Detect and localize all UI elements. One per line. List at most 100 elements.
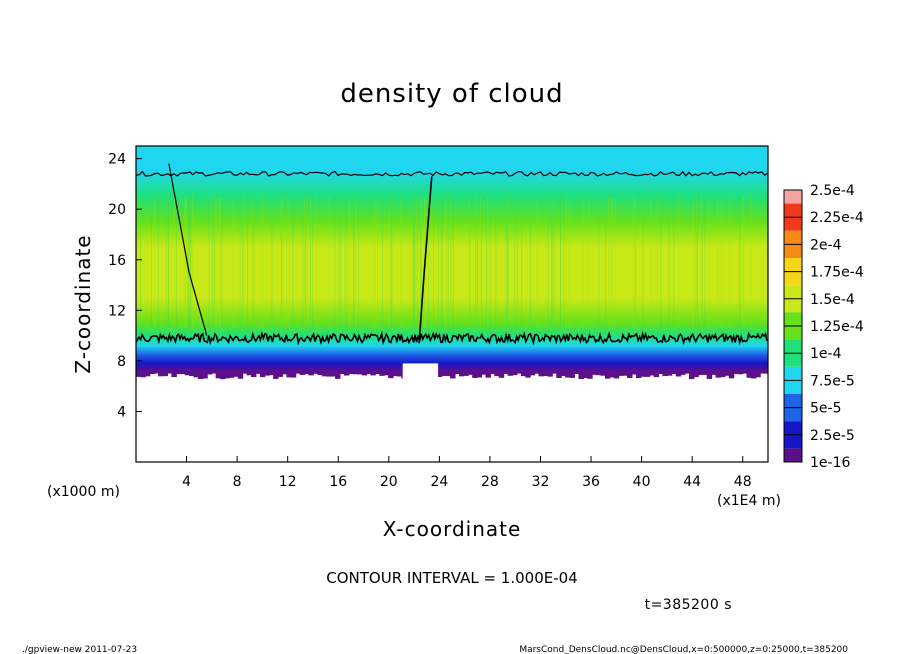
cloud-base-cell xyxy=(764,370,768,374)
cloud-base-cell xyxy=(206,370,213,375)
cloud-base-cell xyxy=(516,370,522,374)
cloud-base-cell xyxy=(281,370,288,375)
cloud-base-cell xyxy=(374,370,381,375)
x-tick-label: 48 xyxy=(734,474,752,490)
x-tick-label: 36 xyxy=(582,474,600,490)
x-tick-label: 40 xyxy=(633,474,651,490)
cloud-base-cell xyxy=(277,370,283,377)
cloud-base-cell xyxy=(507,370,514,376)
cloud-base-cell xyxy=(321,370,328,377)
cloud-base-cell xyxy=(392,370,399,377)
cloud-base-cell xyxy=(724,370,730,376)
cloud-base-cell xyxy=(255,370,261,374)
x-tick-label: 24 xyxy=(430,474,448,490)
cloud-base-cell xyxy=(609,370,615,378)
cloud-base-cell xyxy=(228,370,235,378)
cloud-base-cell xyxy=(290,370,297,378)
x-tick-label: 32 xyxy=(532,474,550,490)
cloud-base-cell xyxy=(622,370,629,376)
cloud-base-cell xyxy=(640,370,646,377)
cloud-base-cell xyxy=(728,370,735,379)
colorbar-label: 1.25e-4 xyxy=(810,319,864,335)
cloud-base-cell xyxy=(494,370,500,377)
colorbar-label: 2.5e-5 xyxy=(810,428,855,444)
cloud-base-cell xyxy=(202,370,208,379)
colorbar-cell xyxy=(784,285,802,299)
cloud-base-cell xyxy=(671,370,677,375)
colorbar-label: 2.5e-4 xyxy=(810,183,855,199)
colorbar-cell xyxy=(784,217,802,231)
colorbar-label: 1.75e-4 xyxy=(810,265,864,281)
cloud-base-cell xyxy=(171,370,177,378)
cloud-base-cell xyxy=(604,370,611,379)
cloud-base-cell xyxy=(627,370,633,379)
colorbar-cell xyxy=(784,339,802,354)
cloud-base-cell xyxy=(706,370,713,379)
x-unit-label: (x1E4 m) xyxy=(717,493,781,509)
cloud-base-cell xyxy=(379,370,385,376)
plot-frame xyxy=(135,145,769,463)
x-tick-label: 16 xyxy=(329,474,347,490)
cloud-base-cell xyxy=(273,370,279,379)
cloud-base-cell xyxy=(184,370,191,376)
y-tick-label: 8 xyxy=(117,354,126,370)
x-axis: 4 8 12 16 20 24 28 32 36 40 44 48 xyxy=(182,456,752,490)
cloud-base-cell xyxy=(525,370,531,378)
cloud-base-cell xyxy=(702,370,708,375)
cloud-base-cell xyxy=(361,370,368,376)
colorbar-cell xyxy=(784,434,802,449)
cloud-base-cell xyxy=(264,370,270,376)
cloud-base-cell xyxy=(520,370,527,377)
cloud-base-cell xyxy=(339,370,345,375)
colorbar-label: 1e-4 xyxy=(810,346,842,362)
cloud-base-cell xyxy=(569,370,575,378)
cloud-base-cell xyxy=(211,370,217,374)
colorbar-cell xyxy=(784,380,802,394)
contour-line-diagonal xyxy=(418,176,433,344)
cloud-base-cell xyxy=(662,370,668,377)
cloud-base-cell xyxy=(596,370,602,376)
colorbar-cell xyxy=(784,298,802,313)
cloud-base-cell xyxy=(560,370,567,376)
colorbar-label: 2e-4 xyxy=(810,237,842,253)
colorbar-cell xyxy=(784,448,802,462)
cloud-base-cell xyxy=(220,370,226,380)
cloud-base-cell xyxy=(388,370,394,379)
density-field xyxy=(136,146,768,371)
contour-line-lower xyxy=(136,330,768,346)
cloud-base-cell xyxy=(666,370,673,376)
colorbar-cell xyxy=(784,326,802,340)
x-tick-label: 4 xyxy=(182,474,191,490)
cloud-gap xyxy=(402,363,439,379)
cloud-base-cell xyxy=(158,370,164,377)
cloud-base-cell xyxy=(759,370,766,374)
cloud-base-cell xyxy=(582,370,589,379)
y-axis-label: Z-coordinate xyxy=(71,234,95,373)
colorbar-cell xyxy=(784,421,802,435)
footer-right: MarsCond_DensCloud.nc@DensCloud,x=0:5000… xyxy=(519,645,848,654)
cloud-base-cell xyxy=(397,370,403,377)
colorbar-cell xyxy=(784,230,802,245)
cloud-base-cell xyxy=(268,370,275,376)
cloud-base-cell xyxy=(352,370,359,375)
cloud-base-cell xyxy=(458,370,465,377)
x-axis-label: X-coordinate xyxy=(383,517,522,541)
cloud-base-cell xyxy=(326,370,332,377)
cloud-base-cell xyxy=(551,370,558,374)
cloud-base-cell xyxy=(366,370,372,375)
cloud-base-cell xyxy=(175,370,182,375)
cloud-base-cell xyxy=(299,370,306,375)
cloud-base-cell xyxy=(162,370,168,377)
time-label: t=385200 s xyxy=(645,597,732,613)
cloud-base-cell xyxy=(370,370,376,376)
y-axis: 4 8 12 16 20 24 xyxy=(108,152,142,420)
cloud-base-cell xyxy=(503,370,509,374)
cloud-base-cell xyxy=(578,370,584,380)
cloud-base-cell xyxy=(512,370,518,376)
cloud-base-cell xyxy=(733,370,739,375)
cloud-base-cell xyxy=(251,370,257,378)
cloud-base-cell xyxy=(476,370,483,378)
colorbar-cell xyxy=(784,394,802,408)
cloud-base-cell xyxy=(750,370,757,379)
